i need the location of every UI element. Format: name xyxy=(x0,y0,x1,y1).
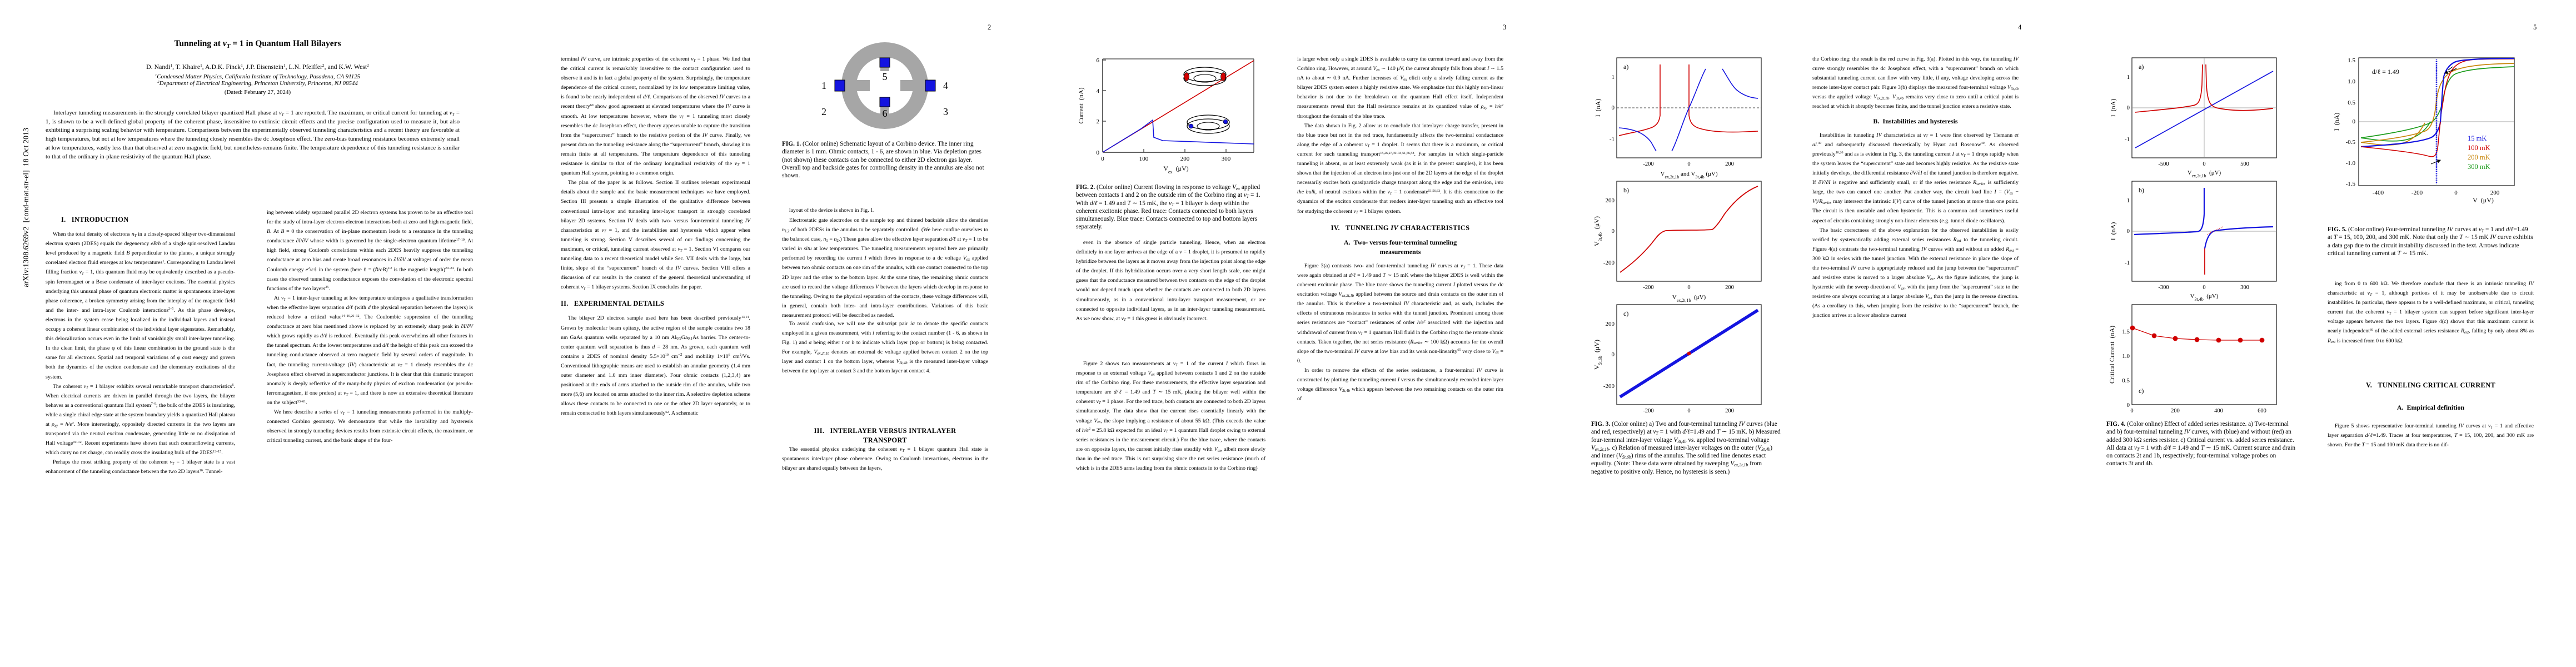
svg-text:-200: -200 xyxy=(1643,285,1653,291)
svg-text:Vex,2t,1b and V3t,4b (μV): Vex,2t,1b and V3t,4b (μV) xyxy=(1660,171,1717,180)
svg-text:-1: -1 xyxy=(1610,136,1615,143)
svg-text:0: 0 xyxy=(1687,161,1690,167)
svg-text:0: 0 xyxy=(2203,161,2205,167)
svg-text:I (nA): I (nA) xyxy=(2109,222,2117,241)
svg-text:Critical Current (nA): Critical Current (nA) xyxy=(2108,326,2116,384)
svg-text:I (nA): I (nA) xyxy=(2333,113,2340,131)
svg-text:d/ℓ = 1.49: d/ℓ = 1.49 xyxy=(2372,68,2399,76)
svg-text:2: 2 xyxy=(1097,118,1100,125)
svg-text:0: 0 xyxy=(1687,285,1690,291)
svg-text:300: 300 xyxy=(2240,285,2249,291)
svg-text:a): a) xyxy=(2139,63,2144,71)
svg-text:200: 200 xyxy=(1725,285,1734,291)
svg-text:0: 0 xyxy=(2454,190,2458,196)
svg-text:-200: -200 xyxy=(1643,408,1653,414)
svg-text:0: 0 xyxy=(1612,104,1615,111)
svg-text:100 mK: 100 mK xyxy=(2468,144,2490,152)
svg-text:5: 5 xyxy=(883,71,888,82)
svg-text:0: 0 xyxy=(2130,408,2133,414)
svg-text:1: 1 xyxy=(821,80,826,91)
svg-text:300: 300 xyxy=(1222,156,1231,162)
svg-text:2: 2 xyxy=(821,106,826,117)
svg-text:200: 200 xyxy=(2171,408,2180,414)
svg-text:200: 200 xyxy=(1606,197,1615,204)
svg-text:V3t,4b (μV): V3t,4b (μV) xyxy=(1593,216,1603,246)
svg-text:4: 4 xyxy=(1097,88,1100,94)
svg-text:100: 100 xyxy=(1139,156,1149,162)
svg-text:0: 0 xyxy=(1612,351,1615,358)
svg-text:V (μV): V (μV) xyxy=(2473,196,2494,204)
svg-text:200: 200 xyxy=(1725,161,1734,167)
svg-text:0: 0 xyxy=(2127,228,2130,235)
svg-text:-200: -200 xyxy=(2411,190,2423,196)
svg-text:0: 0 xyxy=(2353,118,2356,125)
svg-text:-300: -300 xyxy=(2158,285,2169,291)
svg-text:0: 0 xyxy=(2203,285,2205,291)
svg-text:-200: -200 xyxy=(1603,260,1615,266)
svg-text:Vex (μV): Vex (μV) xyxy=(1163,165,1188,175)
svg-text:-1: -1 xyxy=(2125,260,2130,266)
svg-text:c): c) xyxy=(1623,310,1628,317)
svg-text:15 mK: 15 mK xyxy=(2468,135,2487,142)
svg-text:1: 1 xyxy=(2127,74,2130,81)
svg-text:0: 0 xyxy=(1097,150,1100,156)
svg-text:-1.5: -1.5 xyxy=(2346,181,2356,187)
svg-text:0: 0 xyxy=(1101,156,1104,162)
svg-text:0: 0 xyxy=(1612,228,1615,235)
svg-text:-1: -1 xyxy=(2125,136,2130,143)
svg-text:V3t,4b (μV): V3t,4b (μV) xyxy=(2190,293,2219,302)
svg-text:1.5: 1.5 xyxy=(2348,57,2355,64)
svg-text:3: 3 xyxy=(943,106,948,117)
svg-text:a): a) xyxy=(1623,63,1628,71)
svg-text:V5t,6b (μV): V5t,6b (μV) xyxy=(1593,340,1603,370)
svg-text:-1.0: -1.0 xyxy=(2346,160,2356,167)
svg-text:I (nA): I (nA) xyxy=(2109,99,2117,117)
svg-text:0.5: 0.5 xyxy=(2348,99,2355,106)
svg-text:-200: -200 xyxy=(1603,383,1615,390)
svg-text:0: 0 xyxy=(1687,408,1690,414)
svg-text:600: 600 xyxy=(2258,408,2266,414)
svg-text:0: 0 xyxy=(2127,402,2130,409)
svg-text:-0.5: -0.5 xyxy=(2346,139,2356,146)
svg-text:500: 500 xyxy=(2240,161,2249,167)
svg-text:Current (nA): Current (nA) xyxy=(1077,87,1085,123)
svg-text:-400: -400 xyxy=(2373,190,2384,196)
svg-text:200: 200 xyxy=(2490,190,2500,196)
svg-text:0: 0 xyxy=(2127,104,2130,111)
svg-text:-500: -500 xyxy=(2158,161,2169,167)
svg-text:Vex,2t,1b (μV): Vex,2t,1b (μV) xyxy=(1672,294,1706,303)
svg-text:Vex,2t,1b (μV): Vex,2t,1b (μV) xyxy=(2188,170,2221,178)
svg-text:300 mK: 300 mK xyxy=(2468,163,2490,171)
svg-text:1.5: 1.5 xyxy=(2122,328,2130,335)
svg-text:4: 4 xyxy=(943,80,948,91)
svg-text:400: 400 xyxy=(2214,408,2223,414)
svg-text:200: 200 xyxy=(1180,156,1190,162)
svg-text:200: 200 xyxy=(1725,408,1734,414)
svg-text:6: 6 xyxy=(1097,57,1100,64)
svg-text:1.0: 1.0 xyxy=(2122,353,2130,360)
svg-text:1: 1 xyxy=(1612,74,1615,81)
svg-text:b): b) xyxy=(2139,186,2144,194)
svg-text:I (nA): I (nA) xyxy=(1594,99,1602,117)
svg-text:c): c) xyxy=(2139,387,2144,395)
svg-text:1: 1 xyxy=(2127,197,2130,204)
svg-text:-200: -200 xyxy=(1643,161,1653,167)
svg-text:0.5: 0.5 xyxy=(2122,377,2130,384)
svg-text:6: 6 xyxy=(883,108,888,119)
svg-text:200 mK: 200 mK xyxy=(2468,153,2490,161)
svg-text:200: 200 xyxy=(1606,321,1615,327)
svg-text:b): b) xyxy=(1623,186,1629,194)
svg-text:1.0: 1.0 xyxy=(2348,78,2355,85)
